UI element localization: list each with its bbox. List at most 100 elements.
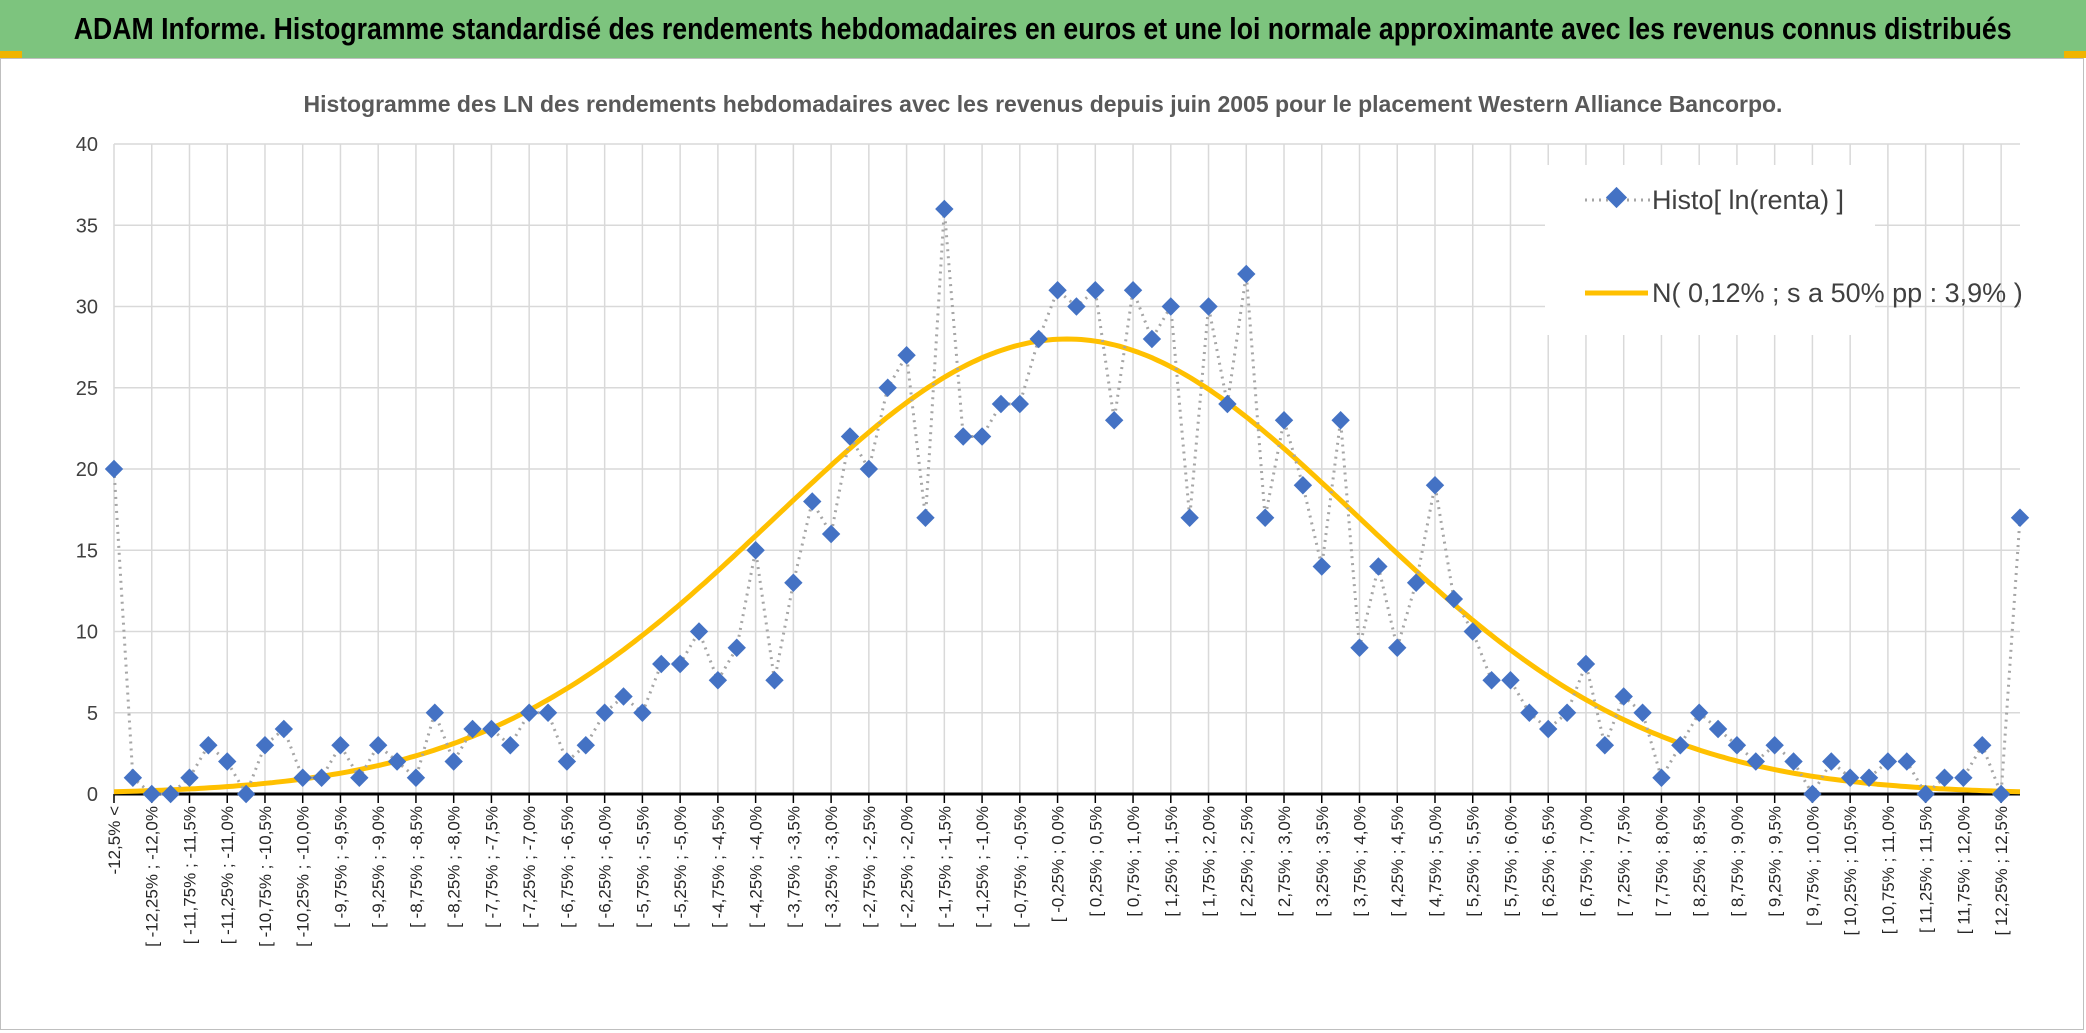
histogram-point — [1142, 329, 1162, 349]
x-tick-label: [ -12,25% ; -12,0% — [143, 806, 162, 947]
y-tick-label: 25 — [76, 378, 98, 400]
histogram-point — [1557, 703, 1577, 722]
legend: Histo[ ln(renta) ] N( 0,12% ; s a 50% pp… — [1545, 165, 2023, 335]
histogram-point — [1633, 703, 1652, 722]
histogram-point — [897, 346, 916, 365]
histogram-point — [1840, 768, 1860, 787]
histogram-point — [1444, 589, 1464, 609]
histogram-point — [1425, 476, 1445, 495]
histogram-point — [1671, 736, 1690, 755]
histogram-point — [463, 719, 482, 739]
histogram-point — [1501, 671, 1520, 690]
histogram-point — [972, 427, 992, 446]
histogram-point — [595, 703, 614, 722]
x-tick-label: [ -5,25% ; -5,0% — [671, 806, 690, 928]
histogram-point — [1406, 573, 1426, 592]
y-axis: 0 5 10 15 20 25 30 35 40 — [76, 134, 98, 806]
histogram-point — [746, 541, 765, 560]
histogram-point — [538, 703, 558, 722]
legend-histo-label: Histo[ ln(renta) ] — [1652, 185, 1844, 215]
histogram-point — [218, 752, 237, 771]
histogram-point — [803, 492, 822, 511]
histogram-point — [482, 719, 501, 739]
x-tick-label: [ -4,75% ; -4,5% — [709, 806, 728, 928]
histogram-point — [519, 703, 539, 722]
histogram-point — [708, 671, 728, 690]
x-tick-label: -12,5% < — [105, 806, 124, 875]
x-tick-label: [ -3,75% ; -3,5% — [784, 806, 803, 928]
histogram-point — [1369, 557, 1388, 576]
histogram-point — [1935, 768, 1954, 787]
x-tick-label: [ -0,25% ; 0,0% — [1049, 806, 1068, 922]
y-tick-label: 30 — [76, 297, 98, 319]
histogram-point — [369, 736, 388, 755]
x-tick-label: [ -1,25% ; -1,0% — [973, 806, 992, 928]
histogram-point — [255, 736, 275, 755]
x-tick-label: [ -4,25% ; -4,0% — [747, 806, 766, 928]
histogram-point — [1878, 752, 1898, 771]
x-tick-label: [ -7,75% ; -7,5% — [482, 806, 501, 928]
histogram-point — [652, 654, 671, 674]
histogram-point — [444, 752, 463, 771]
histogram-point — [274, 719, 294, 739]
histogram-point — [1539, 719, 1558, 739]
x-tick-label: [ -2,25% ; -2,0% — [898, 806, 917, 928]
x-tick-label: [ -6,75% ; -6,5% — [558, 806, 577, 928]
histogram-point — [312, 768, 331, 787]
histogram-point — [2010, 508, 2030, 527]
histogram-point — [765, 671, 784, 690]
histogram-point — [1255, 508, 1275, 527]
x-tick-label: [ 9,25% ; 9,5% — [1766, 806, 1785, 917]
x-tick-label: [ 1,75% ; 2,0% — [1200, 806, 1219, 917]
x-tick-label: [ 10,25% ; 10,5% — [1841, 806, 1860, 935]
histogram-point — [1180, 508, 1199, 527]
histogram-point — [689, 622, 709, 641]
x-tick-label: [ 4,75% ; 5,0% — [1426, 806, 1445, 917]
histogram-point — [1331, 411, 1350, 430]
x-tick-label: [ 12,25% ; 12,5% — [1992, 806, 2011, 935]
histogram-point — [1123, 281, 1143, 300]
histogram-point — [1350, 638, 1369, 657]
x-tick-label: [ 2,25% ; 2,5% — [1237, 806, 1256, 917]
chart-title: Histogramme des LN des rendements hebdom… — [304, 91, 1783, 117]
histogram-point — [821, 524, 841, 544]
histogram-point — [991, 394, 1011, 414]
histogram-point — [1689, 703, 1709, 722]
histogram-point — [123, 768, 143, 787]
x-tick-label: [ -11,25% ; -11,0% — [218, 806, 237, 944]
x-tick-label: [ 8,25% ; 8,5% — [1690, 806, 1709, 917]
x-tick-label: [ 1,25% ; 1,5% — [1162, 806, 1181, 917]
banner: ADAM Informe. Histogramme standardisé de… — [0, 0, 2086, 58]
x-tick-label: [ 6,75% ; 7,0% — [1577, 806, 1596, 917]
x-tick-label: [ 2,75% ; 3,0% — [1275, 806, 1294, 917]
histogram-point — [1765, 736, 1784, 755]
histogram-point — [199, 736, 218, 755]
banner-corner-right — [2064, 51, 2086, 58]
normal-curve-layer — [113, 336, 2021, 795]
histogram-point — [293, 768, 312, 787]
x-tick-label: [ -7,25% ; -7,0% — [520, 806, 539, 928]
histogram-point — [387, 752, 407, 771]
histogram-point — [1708, 719, 1728, 739]
x-tick-label: [ 8,75% ; 9,0% — [1728, 806, 1747, 917]
x-tick-label: [ -11,75% ; -11,5% — [180, 806, 199, 944]
histogram-point — [1010, 394, 1030, 414]
x-tick-label: [ 5,75% ; 6,0% — [1501, 806, 1520, 917]
x-tick-label: [ -5,75% ; -5,5% — [633, 806, 652, 928]
histogram-point — [727, 638, 746, 657]
x-tick-label: [ 11,75% ; 12,0% — [1954, 806, 1973, 934]
x-tick-label: [ 9,75% ; 10,0% — [1803, 806, 1822, 926]
histogram-point — [104, 459, 124, 479]
x-tick-label: [ 6,25% ; 6,5% — [1539, 806, 1558, 917]
histogram-point — [859, 459, 879, 479]
histogram-point — [557, 752, 577, 771]
x-tick-label: [ 7,75% ; 8,0% — [1652, 806, 1671, 917]
legend-background — [1545, 165, 1875, 335]
x-tick-label: [ 11,25% ; 11,5% — [1917, 806, 1936, 933]
histogram-point — [350, 768, 369, 787]
banner-corner-left — [0, 51, 22, 58]
histogram-point — [1274, 411, 1294, 430]
histogram-layer — [104, 199, 2030, 804]
y-tick-label: 10 — [76, 622, 98, 644]
x-tick-label: [ -1,75% ; -1,5% — [935, 806, 954, 928]
